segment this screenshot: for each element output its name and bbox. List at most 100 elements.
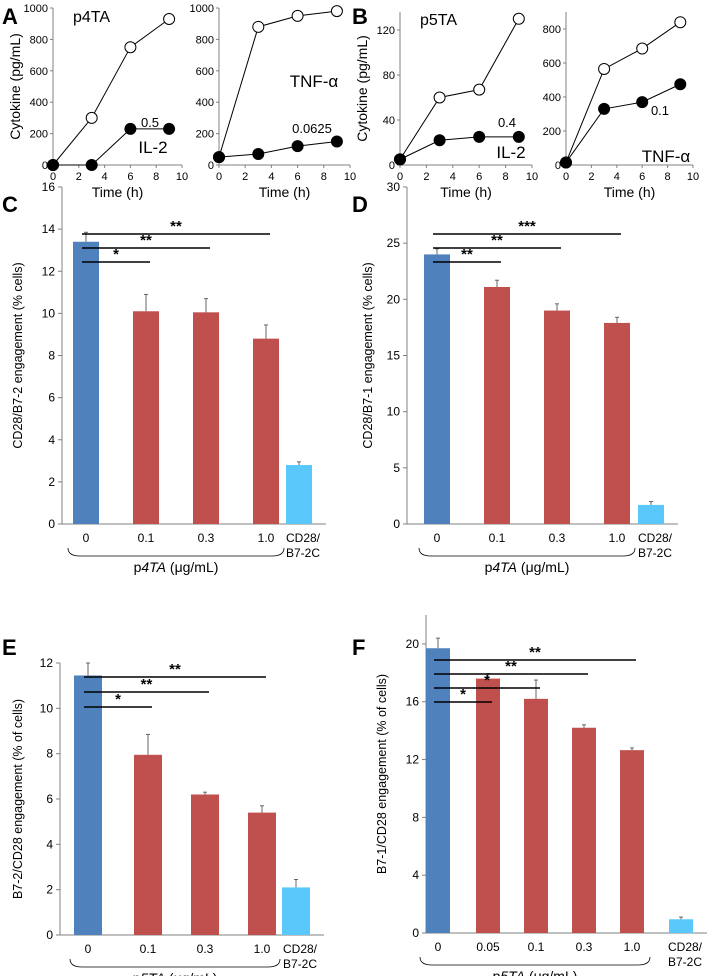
y-tick-label: 25: [387, 236, 401, 250]
x-tick-label: 0.1: [138, 531, 155, 545]
y-tick-label: 2: [48, 475, 55, 489]
data-point-filled: [598, 102, 611, 115]
group-label: p4TA (μg/mL): [485, 559, 570, 575]
bar-3: [572, 727, 596, 933]
y-tick-label: 600: [543, 58, 561, 70]
data-point-filled: [394, 153, 406, 166]
series-line-open: [52, 18, 170, 166]
y-tick-label: 15: [387, 349, 401, 363]
x-tick-label: 0: [50, 171, 56, 183]
x-tick-label: 0: [434, 531, 441, 545]
bar-3: [248, 812, 276, 935]
x-tick-label: 0.3: [197, 942, 214, 956]
x-tick-label: 8: [321, 171, 327, 183]
data-point-open: [163, 12, 176, 25]
panel-letter: E: [2, 635, 17, 660]
annotation-label: TNF-α: [290, 72, 339, 91]
series-line-filled: [399, 136, 519, 160]
bar-1: [476, 678, 500, 933]
x-tick-label: 1.0: [254, 942, 271, 956]
x-tick-label: 0: [397, 171, 403, 183]
data-point-open: [598, 62, 611, 75]
y-tick-label: 12: [42, 264, 56, 278]
x-tick-label: CD28/B7-2C: [668, 940, 703, 969]
y-tick-label: 16: [406, 695, 420, 709]
y-tick-label: 10: [40, 701, 54, 715]
significance-label: **: [505, 658, 517, 675]
data-point-open: [473, 83, 486, 96]
x-axis-label: Time (h): [604, 184, 656, 200]
annotation-label: 0.1: [651, 103, 669, 118]
significance-label: *: [115, 691, 121, 708]
series-line-filled: [53, 128, 170, 166]
data-point-filled: [291, 140, 304, 153]
data-point-filled: [433, 134, 446, 147]
series-line-filled: [218, 140, 337, 158]
x-tick-label: 8: [153, 171, 159, 183]
y-tick-label: 400: [30, 97, 48, 109]
y-axis-label: Cytokine (pg/mL): [354, 35, 370, 142]
x-tick-label: 2: [588, 171, 594, 183]
panel-letter: D: [352, 192, 368, 217]
data-point-filled: [252, 148, 265, 161]
bar-2: [191, 794, 219, 935]
annotation-label: IL-2: [496, 143, 525, 162]
bar-0: [73, 241, 99, 524]
bar-4: [286, 465, 312, 524]
y-tick-label: 6: [46, 792, 53, 806]
x-axis-label: Time (h): [259, 184, 311, 200]
x-tick-label: 2: [76, 171, 82, 183]
y-tick-label: 120: [377, 25, 395, 37]
y-tick-label: 600: [30, 66, 48, 78]
y-tick-label: 8: [48, 349, 55, 363]
x-tick-label: CD28/B7-2C: [283, 942, 318, 971]
x-tick-label: 0.3: [198, 531, 215, 545]
x-tick-label: 0.3: [576, 940, 593, 954]
significance-label: **: [140, 232, 152, 249]
annotation-label: TNF-α: [642, 147, 691, 166]
group-label: p5TA (μg/mL): [133, 970, 218, 976]
x-tick-label: 4: [268, 171, 274, 183]
y-tick-label: 5: [393, 461, 400, 475]
x-tick-label: 4: [614, 171, 620, 183]
y-axis-label: CD28/B7-1 engagement (% cells): [361, 262, 375, 448]
x-tick-label: 0.3: [549, 531, 566, 545]
x-tick-label: 6: [127, 171, 133, 183]
bar-5: [669, 919, 693, 933]
panel-letter: F: [352, 635, 365, 660]
group-label: p4TA (μg/mL): [134, 559, 219, 575]
panel-letter: B: [352, 4, 368, 29]
x-tick-label: 0: [563, 171, 569, 183]
y-tick-label: 80: [383, 70, 395, 82]
data-point-filled: [85, 159, 98, 171]
series-line-open: [218, 10, 337, 158]
significance-label: **: [491, 232, 503, 249]
annotation-label: 0.5: [141, 115, 159, 130]
bar-2: [524, 698, 548, 933]
x-tick-label: 1.0: [258, 531, 275, 545]
bar-4: [638, 504, 664, 524]
data-point-filled: [512, 130, 525, 143]
y-tick-label: 0: [48, 517, 55, 531]
significance-label: ***: [518, 218, 536, 235]
y-tick-label: 600: [196, 66, 214, 78]
bar-2: [544, 310, 570, 524]
bar-1: [484, 286, 510, 524]
y-tick-label: 30: [387, 180, 401, 194]
bar-0: [426, 648, 450, 933]
data-point-filled: [213, 151, 225, 164]
x-tick-label: 0: [83, 531, 90, 545]
x-tick-label: 6: [639, 171, 645, 183]
data-point-open: [636, 42, 649, 55]
y-tick-label: 8: [412, 810, 419, 824]
y-tick-label: 4: [412, 868, 419, 882]
y-tick-label: 20: [406, 637, 420, 651]
series-line-open: [565, 21, 681, 163]
y-tick-label: 8: [46, 747, 53, 761]
group-bracket: [418, 547, 636, 557]
y-tick-label: 10: [42, 306, 56, 320]
y-tick-label: 14: [42, 222, 56, 236]
y-tick-label: 1000: [190, 3, 214, 15]
bar-2: [193, 312, 219, 524]
